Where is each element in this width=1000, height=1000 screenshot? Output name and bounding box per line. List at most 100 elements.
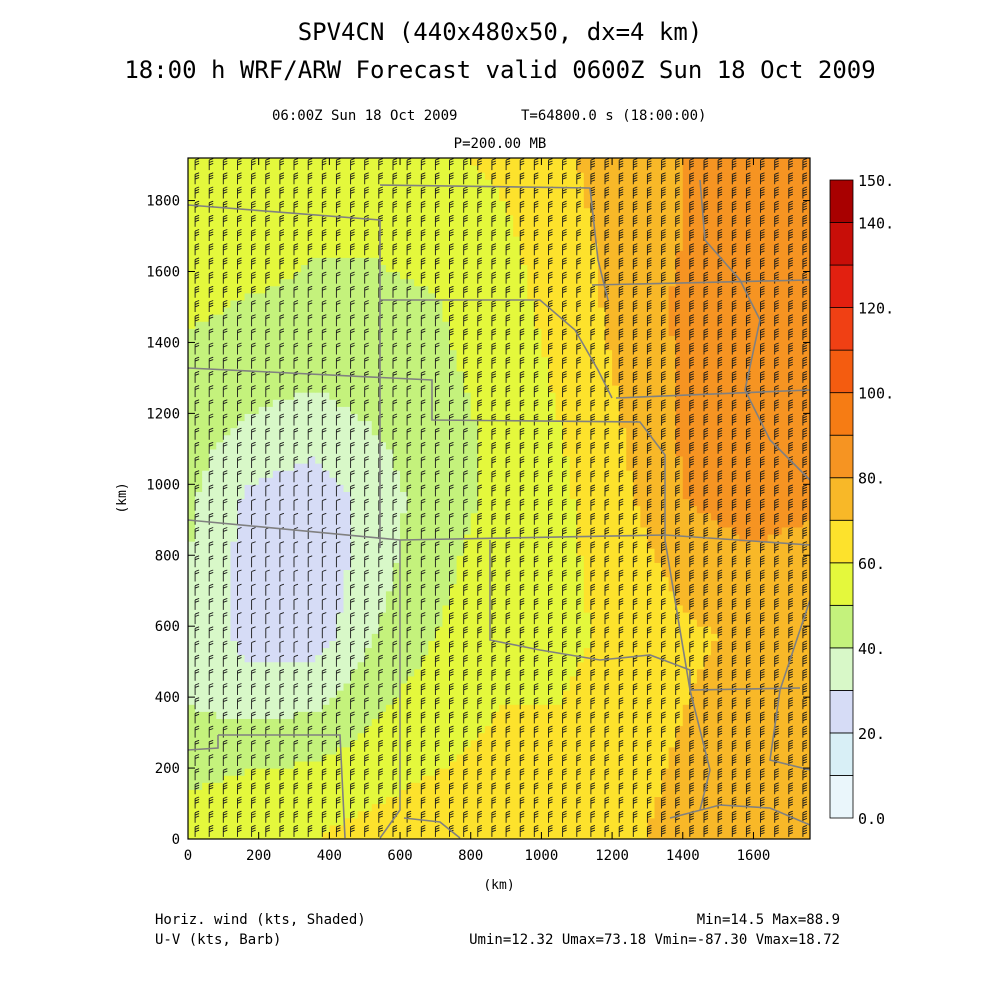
- field-cell: [696, 463, 705, 471]
- field-cell: [513, 612, 521, 620]
- field-cell: [732, 604, 740, 613]
- field-cell: [470, 654, 479, 663]
- field-cell: [590, 612, 599, 620]
- field-cell: [301, 512, 309, 521]
- field-cell: [795, 803, 804, 812]
- field-cell: [569, 505, 578, 514]
- field-cell: [329, 768, 338, 776]
- field-cell: [223, 576, 232, 585]
- field-cell: [802, 760, 810, 769]
- field-cell: [308, 519, 316, 528]
- field-cell: [286, 824, 295, 833]
- field-cell: [378, 739, 387, 748]
- field-cell: [308, 491, 316, 500]
- field-cell: [421, 590, 429, 599]
- field-cell: [223, 583, 232, 592]
- field-cell: [696, 810, 705, 819]
- field-cell: [597, 533, 606, 542]
- field-cell: [477, 711, 486, 719]
- field-cell: [279, 505, 288, 514]
- field-cell: [463, 668, 472, 677]
- field-cell: [301, 505, 309, 514]
- field-cell: [562, 576, 571, 585]
- field-cell: [612, 612, 620, 620]
- field-cell: [527, 753, 535, 762]
- field-cell: [392, 583, 401, 592]
- field-cell: [385, 463, 394, 471]
- field-cell: [675, 682, 684, 691]
- field-cell: [357, 654, 366, 663]
- field-cell: [315, 470, 323, 478]
- field-cell: [364, 548, 373, 556]
- field-cell: [569, 555, 578, 563]
- field-cell: [230, 824, 239, 833]
- field-cell: [385, 746, 394, 755]
- field-cell: [272, 463, 281, 471]
- field-cell: [209, 775, 217, 783]
- field-cell: [329, 576, 338, 585]
- field-cell: [513, 647, 521, 656]
- field-cell: [407, 796, 415, 805]
- field-cell: [746, 569, 755, 578]
- field-cell: [392, 661, 401, 670]
- field-cell: [294, 441, 302, 450]
- field-cell: [675, 675, 684, 684]
- field-cell: [272, 619, 281, 627]
- field-cell: [527, 526, 535, 535]
- field-cell: [294, 455, 302, 464]
- field-cell: [357, 590, 366, 599]
- field-cell: [597, 484, 606, 492]
- field-cell: [286, 711, 295, 719]
- field-cell: [753, 477, 762, 485]
- field-cell: [223, 455, 232, 464]
- field-cell: [548, 590, 557, 599]
- field-cell: [322, 796, 330, 805]
- field-cell: [597, 661, 606, 670]
- field-cell: [237, 782, 246, 790]
- field-cell: [209, 633, 217, 641]
- field-cell: [456, 562, 465, 571]
- field-cell: [583, 647, 592, 656]
- field-cell: [244, 583, 253, 592]
- field-cell: [597, 668, 606, 677]
- field-cell: [612, 704, 620, 712]
- field-cell: [456, 775, 465, 783]
- field-cell: [428, 661, 436, 670]
- field-cell: [357, 562, 366, 571]
- field-cell: [626, 675, 634, 684]
- field-cell: [322, 633, 330, 641]
- field-cell: [343, 491, 352, 500]
- field-cell: [661, 654, 670, 663]
- field-cell: [746, 732, 755, 741]
- field-cell: [463, 831, 472, 839]
- field-cell: [640, 548, 649, 556]
- field-cell: [711, 505, 719, 514]
- field-cell: [251, 583, 260, 592]
- field-cell: [407, 512, 415, 521]
- field-cell: [336, 675, 345, 684]
- field-cell: [640, 824, 649, 833]
- field-cell: [689, 704, 698, 712]
- field-cell: [414, 760, 422, 769]
- field-cell: [230, 803, 239, 812]
- field-cell: [216, 654, 224, 663]
- field-cell: [244, 789, 253, 798]
- field-cell: [244, 626, 253, 634]
- field-cell: [499, 796, 507, 805]
- field-cell: [760, 647, 769, 656]
- field-cell: [449, 463, 458, 471]
- field-cell: [400, 576, 408, 585]
- field-cell: [767, 732, 776, 741]
- field-cell: [286, 796, 295, 805]
- field-cell: [329, 526, 338, 535]
- field-cell: [597, 746, 606, 755]
- field-cell: [499, 640, 507, 649]
- field-cell: [583, 434, 592, 443]
- field-cell: [767, 626, 776, 634]
- field-cell: [527, 739, 535, 748]
- field-cell: [689, 647, 698, 656]
- field-cell: [251, 824, 260, 833]
- field-cell: [562, 697, 571, 705]
- field-cell: [732, 541, 740, 549]
- field-cell: [230, 505, 239, 514]
